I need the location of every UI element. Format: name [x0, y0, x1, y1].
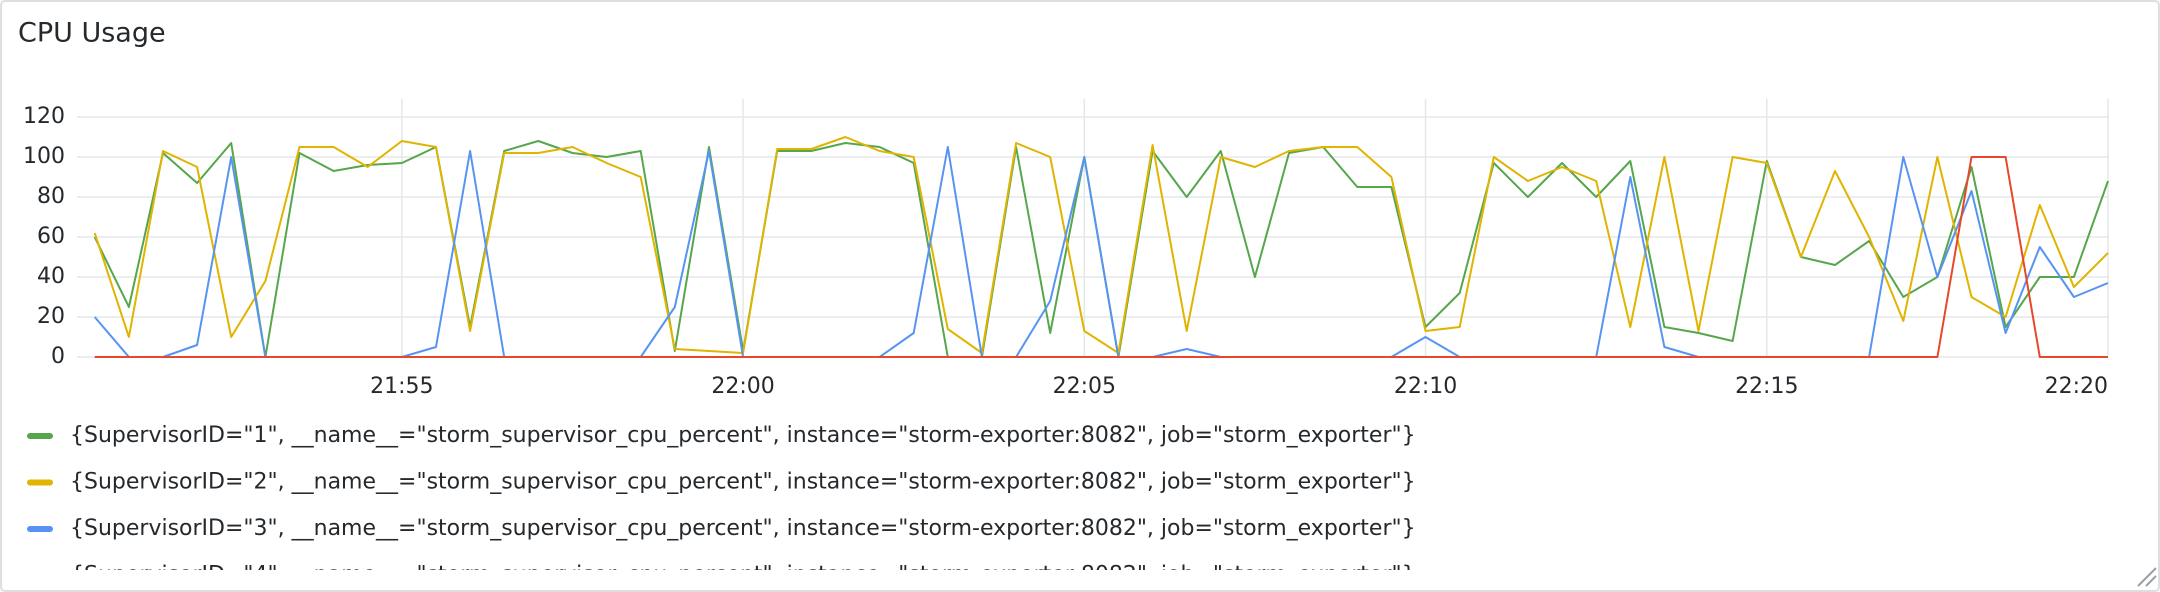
legend-label: {SupervisorID="1", __name__="storm_super… [70, 423, 1416, 448]
series-line [93, 136, 2109, 354]
panel-title: CPU Usage [18, 18, 166, 49]
legend-label: {SupervisorID="2", __name__="storm_super… [70, 470, 1416, 495]
y-tick-label: 20 [37, 304, 65, 329]
legend-label: {SupervisorID="4", __name__="storm_super… [70, 563, 1416, 588]
y-tick-label: 80 [37, 184, 65, 209]
y-tick-label: 100 [23, 144, 65, 169]
x-tick-label: 22:20 [2045, 374, 2108, 399]
x-tick-label: 22:00 [711, 374, 774, 399]
resize-handle[interactable] [2137, 567, 2157, 587]
x-tick-label: 22:05 [1053, 374, 1116, 399]
y-tick-label: 120 [23, 104, 65, 129]
x-tick-label: 21:55 [370, 374, 433, 399]
y-tick-label: 40 [37, 264, 65, 289]
x-tick-label: 22:10 [1394, 374, 1457, 399]
legend-label: {SupervisorID="3", __name__="storm_super… [70, 516, 1416, 541]
series-line [94, 156, 2108, 358]
series-lines [93, 136, 2109, 358]
y-tick-label: 0 [51, 344, 65, 369]
y-tick-label: 60 [37, 224, 65, 249]
x-tick-label: 22:15 [1735, 374, 1798, 399]
legend: {SupervisorID="1", __name__="storm_super… [27, 423, 1416, 588]
